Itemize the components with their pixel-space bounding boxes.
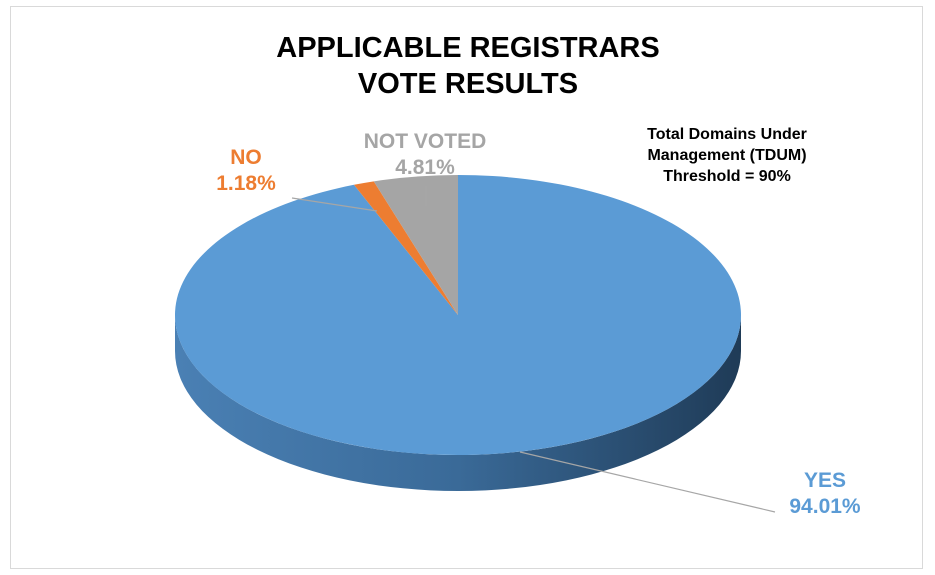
- annotation: Total Domains Under Management (TDUM) Th…: [647, 126, 807, 185]
- pie-slice: [353, 181, 458, 315]
- pie-slice: [373, 175, 458, 315]
- leader-line: [519, 451, 776, 513]
- data-label-name: NOT VOTED: [363, 130, 487, 153]
- data-label-value: 4.81%: [395, 156, 455, 179]
- data-label-name: NO: [230, 146, 262, 169]
- chart-frame: [10, 6, 923, 569]
- data-label-name: YES: [803, 469, 847, 492]
- data-label-value: 94.01%: [789, 495, 861, 518]
- data-label-value: 1.18%: [216, 172, 276, 195]
- pie-side: [175, 315, 741, 491]
- chart-title: APPLICABLE REGISTRARS VOTE RESULTS: [276, 32, 660, 100]
- leader-line: [291, 197, 378, 212]
